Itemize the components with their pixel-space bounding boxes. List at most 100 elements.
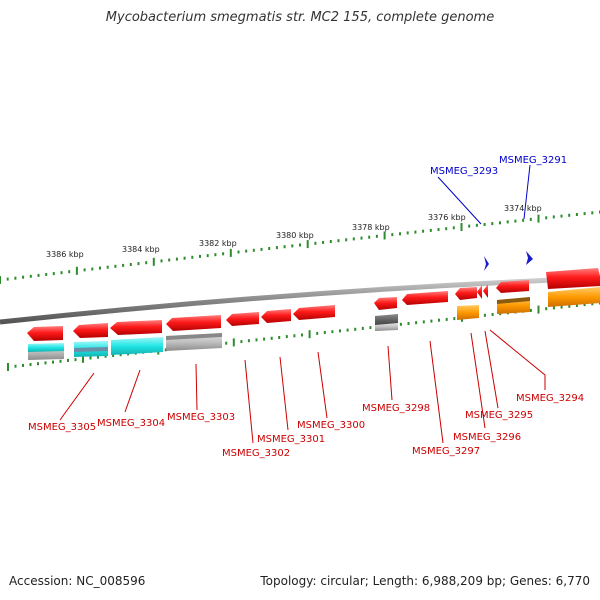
cog-3298-light[interactable] — [375, 323, 398, 331]
cog-3304-mid[interactable] — [74, 347, 108, 352]
gene-label-msmeg-3300[interactable]: MSMEG_3300 — [297, 420, 365, 431]
cog-forward-1[interactable] — [548, 287, 600, 307]
inner-minor-tick — [255, 338, 258, 342]
outer-minor-tick — [22, 275, 25, 279]
cds-3301[interactable] — [226, 312, 259, 326]
outer-minor-tick — [491, 222, 494, 226]
gene-label-msmeg-3302[interactable]: MSMEG_3302 — [222, 448, 290, 459]
outer-minor-tick — [429, 228, 432, 232]
gene-label-msmeg-3296[interactable]: MSMEG_3296 — [453, 432, 521, 443]
outer-minor-tick — [260, 247, 263, 251]
cds-3295-b[interactable] — [483, 284, 488, 298]
kbp-label-3386: 3386 kbp — [46, 250, 84, 259]
leader-3296 — [470, 332, 486, 429]
topology-summary-text: Topology: circular; Length: 6,988,209 bp… — [260, 574, 590, 588]
gene-label-msmeg-3297[interactable]: MSMEG_3297 — [412, 446, 480, 457]
outer-minor-tick — [337, 239, 340, 243]
outer-minor-tick — [199, 254, 201, 258]
leader-3303 — [195, 363, 198, 411]
leader-3302 — [244, 359, 254, 444]
outer-minor-tick — [445, 227, 448, 231]
cog-3303[interactable] — [111, 337, 163, 355]
gene-label-msmeg-3303[interactable]: MSMEG_3303 — [167, 412, 235, 423]
outer-minor-tick — [545, 216, 548, 220]
cds-3304[interactable] — [73, 323, 108, 338]
cog-3302-top[interactable] — [166, 333, 222, 340]
inner-minor-tick — [369, 326, 372, 330]
inner-minor-tick — [240, 340, 243, 344]
cog-3296[interactable] — [457, 305, 479, 320]
cog-3305-cyan[interactable] — [28, 343, 64, 352]
outer-minor-tick — [68, 270, 71, 274]
outer-major-tick — [75, 266, 78, 275]
gene-label-msmeg-3291[interactable]: MSMEG_3291 — [499, 155, 567, 166]
outer-minor-tick — [245, 249, 248, 253]
cds-3294[interactable] — [496, 280, 529, 293]
inner-minor-tick — [112, 354, 115, 357]
outer-major-tick — [460, 223, 463, 231]
kbp-labels: 3386 kbp 3384 kbp 3382 kbp 3380 kbp 3378… — [46, 204, 542, 259]
gene-label-msmeg-3293[interactable]: MSMEG_3293 — [430, 166, 498, 177]
cds-3302[interactable] — [166, 315, 221, 331]
gene-label-msmeg-3304[interactable]: MSMEG_3304 — [97, 418, 165, 429]
cog-3294-dark[interactable] — [497, 297, 530, 304]
leader-3298 — [387, 345, 393, 401]
cds-3299[interactable] — [293, 305, 335, 320]
outer-minor-tick — [360, 236, 363, 240]
cds-3303[interactable] — [110, 320, 162, 335]
kbp-label-3376: 3376 kbp — [428, 213, 466, 222]
outer-minor-tick — [552, 215, 555, 219]
rna-marker-3293[interactable] — [484, 256, 489, 271]
gene-label-msmeg-3298[interactable]: MSMEG_3298 — [362, 403, 430, 414]
inner-minor-tick — [483, 313, 486, 317]
inner-major-tick — [82, 354, 84, 363]
inner-minor-tick — [67, 358, 69, 362]
outer-minor-tick — [214, 253, 217, 257]
outer-minor-tick — [475, 223, 478, 227]
outer-minor-tick — [314, 241, 317, 245]
inner-minor-tick — [422, 320, 425, 324]
outer-minor-tick — [122, 263, 125, 267]
inner-minor-tick — [361, 326, 364, 330]
outer-minor-tick — [183, 256, 186, 260]
inner-minor-tick — [529, 308, 532, 312]
outer-tick-ring — [0, 210, 600, 284]
gene-label-msmeg-3294[interactable]: MSMEG_3294 — [516, 393, 584, 404]
inner-minor-tick — [415, 321, 418, 325]
accession-text: Accession: NC_008596 — [9, 574, 146, 588]
kbp-label-3380: 3380 kbp — [276, 231, 314, 240]
outer-major-tick — [306, 240, 309, 249]
cds-3296[interactable] — [455, 287, 477, 300]
cds-3305[interactable] — [27, 326, 63, 341]
cds-3298[interactable] — [374, 297, 397, 310]
gene-label-msmeg-3305[interactable]: MSMEG_3305 — [28, 422, 96, 433]
cds-3300[interactable] — [261, 309, 291, 323]
outer-minor-tick — [329, 240, 332, 243]
gene-label-msmeg-3295[interactable]: MSMEG_3295 — [465, 410, 533, 421]
cds-forward-1[interactable] — [546, 268, 600, 289]
inner-minor-tick — [104, 354, 107, 358]
inner-minor-tick — [74, 358, 77, 362]
leader-3293 — [437, 176, 482, 225]
kbp-label-3378: 3378 kbp — [352, 223, 390, 232]
inner-minor-tick — [399, 322, 402, 326]
outer-minor-tick — [368, 235, 371, 239]
outer-minor-tick — [352, 237, 355, 241]
outer-minor-tick — [437, 228, 440, 231]
outer-minor-tick — [283, 245, 286, 249]
outer-minor-tick — [99, 266, 101, 270]
cds-3295-a[interactable] — [477, 285, 482, 299]
outer-minor-tick — [322, 240, 325, 244]
outer-minor-tick — [137, 262, 140, 266]
rna-marker-3291[interactable] — [526, 251, 533, 265]
outer-minor-tick — [275, 246, 278, 250]
leader-3301 — [279, 356, 289, 431]
outer-minor-tick — [514, 219, 517, 223]
inner-minor-tick — [263, 337, 266, 341]
leader-3291 — [523, 164, 531, 220]
outer-minor-tick — [60, 271, 63, 275]
cds-3297[interactable] — [402, 291, 448, 305]
outer-minor-tick — [422, 229, 425, 233]
gene-label-msmeg-3301[interactable]: MSMEG_3301 — [257, 434, 325, 445]
